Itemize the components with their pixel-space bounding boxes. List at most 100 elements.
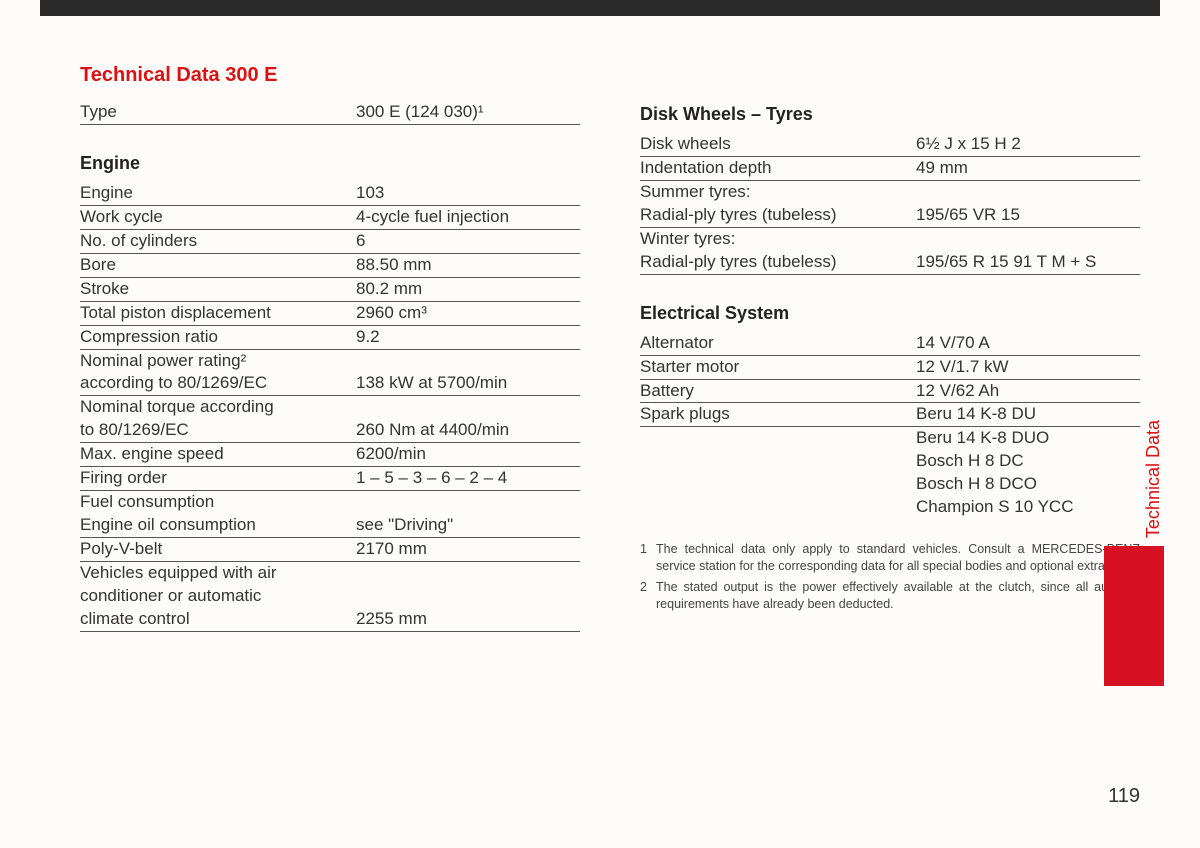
data-row: Engine103 [80,182,580,206]
row-value: 6½ J x 15 H 2 [916,133,1140,156]
data-row: Total piston displacement2960 cm³ [80,302,580,326]
row-value: Bosch H 8 DCO [916,473,1140,496]
right-column: Disk Wheels – Tyres Disk wheels6½ J x 15… [640,64,1140,632]
data-row: Battery12 V/62 Ah [640,380,1140,404]
data-row: Vehicles equipped with air conditioner o… [80,562,580,632]
row-value: see "Driving" [356,514,580,537]
data-row: Winter tyres: [640,228,1140,251]
data-row: Bosch H 8 DC [640,450,1140,473]
data-row: Fuel consumption Engine oil consumptions… [80,491,580,538]
data-row: Nominal torque according to 80/1269/EC26… [80,396,580,443]
row-label: Disk wheels [640,133,916,156]
row-label: Stroke [80,278,356,301]
row-value: 49 mm [916,157,1140,180]
row-label: Bore [80,254,356,277]
data-row: Compression ratio9.2 [80,326,580,350]
row-label: Alternator [640,332,916,355]
row-label: Firing order [80,467,356,490]
row-label: Compression ratio [80,326,356,349]
row-value: 6 [356,230,580,253]
data-row: No. of cylinders6 [80,230,580,254]
row-label: Nominal power rating² according to 80/12… [80,350,356,396]
data-row: Alternator14 V/70 A [640,332,1140,356]
row-value: 138 kW at 5700/min [356,372,580,395]
row-value: 2960 cm³ [356,302,580,325]
row-label: Fuel consumption Engine oil consumption [80,491,356,537]
row-value: 195/65 VR 15 [916,204,1140,227]
data-row: Beru 14 K-8 DUO [640,427,1140,450]
left-column: Technical Data 300 E Type 300 E (124 030… [80,64,580,632]
footnote-1: 1 The technical data only apply to stand… [640,541,1140,575]
side-red-block [1104,546,1164,686]
data-row: Radial-ply tyres (tubeless)195/65 VR 15 [640,204,1140,228]
row-label: Battery [640,380,916,403]
side-tab-label: Technical Data [1143,420,1164,538]
footnote-2-num: 2 [640,579,650,613]
row-value: 88.50 mm [356,254,580,277]
row-label: Engine [80,182,356,205]
footnote-2: 2 The stated output is the power effecti… [640,579,1140,613]
row-label: Summer tyres: [640,181,916,204]
row-label: No. of cylinders [80,230,356,253]
page-number: 119 [1108,785,1140,808]
data-row: Work cycle4-cycle fuel injection [80,206,580,230]
footnote-2-text: The stated output is the power effective… [656,579,1140,613]
page-content: Technical Data 300 E Type 300 E (124 030… [0,16,1200,632]
row-label: Spark plugs [640,403,916,426]
data-row: Bore88.50 mm [80,254,580,278]
data-row: Indentation depth49 mm [640,157,1140,181]
row-label: Total piston displacement [80,302,356,325]
row-value: 9.2 [356,326,580,349]
wheels-rows: Disk wheels6½ J x 15 H 2Indentation dept… [640,133,1140,275]
row-label: Starter motor [640,356,916,379]
row-value: 80.2 mm [356,278,580,301]
page-title: Technical Data 300 E [80,64,580,87]
row-label: Work cycle [80,206,356,229]
row-value: Champion S 10 YCC [916,496,1140,519]
data-row: Bosch H 8 DCO [640,473,1140,496]
row-value: 1 – 5 – 3 – 6 – 2 – 4 [356,467,580,490]
data-row: Champion S 10 YCC [640,496,1140,519]
row-label: Radial-ply tyres (tubeless) [640,204,916,227]
row-label: Nominal torque according to 80/1269/EC [80,396,356,442]
engine-rows: Engine103Work cycle4-cycle fuel injectio… [80,182,580,632]
row-value: 260 Nm at 4400/min [356,419,580,442]
engine-heading: Engine [80,153,580,174]
data-row: Summer tyres: [640,181,1140,204]
row-value: 6200/min [356,443,580,466]
type-row: Type 300 E (124 030)¹ [80,101,580,125]
row-value: 12 V/1.7 kW [916,356,1140,379]
row-value: 2255 mm [356,608,580,631]
data-row: Disk wheels6½ J x 15 H 2 [640,133,1140,157]
data-row: Nominal power rating² according to 80/12… [80,350,580,397]
data-row: Firing order1 – 5 – 3 – 6 – 2 – 4 [80,467,580,491]
data-row: Max. engine speed6200/min [80,443,580,467]
footnote-1-num: 1 [640,541,650,575]
row-value: 2170 mm [356,538,580,561]
data-row: Starter motor12 V/1.7 kW [640,356,1140,380]
row-value: 103 [356,182,580,205]
wheels-heading: Disk Wheels – Tyres [640,104,1140,125]
row-label: Indentation depth [640,157,916,180]
row-label: Vehicles equipped with air conditioner o… [80,562,356,631]
row-value: 14 V/70 A [916,332,1140,355]
footnotes: 1 The technical data only apply to stand… [640,541,1140,613]
row-value: Bosch H 8 DC [916,450,1140,473]
row-label: Winter tyres: [640,228,916,251]
data-row: Spark plugsBeru 14 K-8 DU [640,403,1140,427]
row-label: Max. engine speed [80,443,356,466]
footnote-1-text: The technical data only apply to standar… [656,541,1140,575]
row-value: Beru 14 K-8 DUO [916,427,1140,450]
electrical-rows: Alternator14 V/70 AStarter motor12 V/1.7… [640,332,1140,520]
row-label: Radial-ply tyres (tubeless) [640,251,916,274]
electrical-heading: Electrical System [640,303,1140,324]
type-label: Type [80,101,356,124]
row-value: 195/65 R 15 91 T M + S [916,251,1140,274]
data-row: Poly-V-belt2170 mm [80,538,580,562]
row-value: 12 V/62 Ah [916,380,1140,403]
data-row: Stroke80.2 mm [80,278,580,302]
row-value: 4-cycle fuel injection [356,206,580,229]
row-value: Beru 14 K-8 DU [916,403,1140,426]
row-label: Poly-V-belt [80,538,356,561]
type-value: 300 E (124 030)¹ [356,101,580,124]
